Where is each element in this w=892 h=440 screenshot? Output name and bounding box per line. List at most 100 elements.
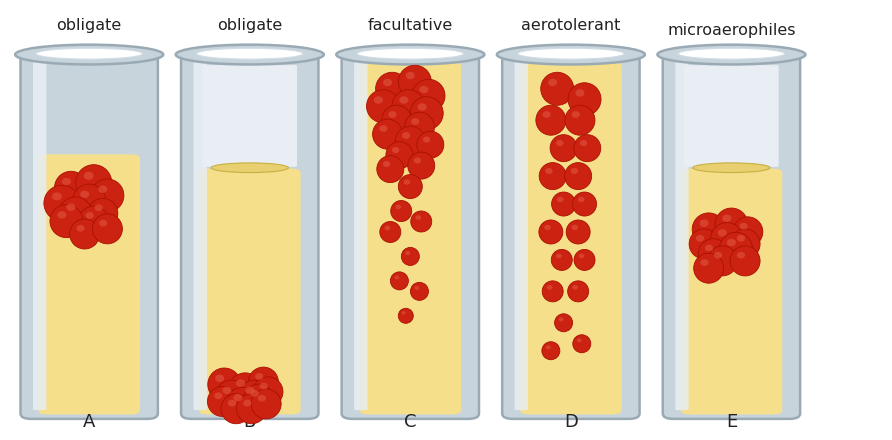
Ellipse shape xyxy=(336,44,484,64)
Ellipse shape xyxy=(710,223,743,256)
Ellipse shape xyxy=(550,135,577,161)
Ellipse shape xyxy=(565,163,591,190)
Text: anaerobes: anaerobes xyxy=(208,44,292,59)
Ellipse shape xyxy=(196,48,303,59)
Ellipse shape xyxy=(260,383,268,389)
Ellipse shape xyxy=(251,390,259,397)
Ellipse shape xyxy=(400,96,409,104)
Text: B: B xyxy=(244,413,256,431)
Ellipse shape xyxy=(394,275,400,279)
Ellipse shape xyxy=(556,253,562,258)
Ellipse shape xyxy=(211,163,288,172)
Ellipse shape xyxy=(544,225,550,230)
Ellipse shape xyxy=(572,111,580,118)
Ellipse shape xyxy=(70,219,100,249)
Ellipse shape xyxy=(87,198,118,228)
Text: facultative: facultative xyxy=(368,18,453,33)
Ellipse shape xyxy=(720,232,753,265)
Ellipse shape xyxy=(696,235,704,242)
FancyBboxPatch shape xyxy=(199,169,301,414)
Ellipse shape xyxy=(374,96,383,104)
Ellipse shape xyxy=(50,205,83,238)
Ellipse shape xyxy=(52,192,62,200)
Ellipse shape xyxy=(579,253,584,258)
Text: anaerobes: anaerobes xyxy=(529,44,613,59)
Ellipse shape xyxy=(714,252,723,259)
Ellipse shape xyxy=(391,201,412,221)
Ellipse shape xyxy=(392,147,400,153)
Text: A: A xyxy=(83,413,95,431)
Ellipse shape xyxy=(737,235,745,242)
Ellipse shape xyxy=(657,44,805,64)
Ellipse shape xyxy=(215,374,224,382)
Ellipse shape xyxy=(15,44,163,64)
Ellipse shape xyxy=(577,338,582,342)
Ellipse shape xyxy=(707,246,738,276)
Ellipse shape xyxy=(376,72,409,105)
Ellipse shape xyxy=(375,51,431,56)
Ellipse shape xyxy=(692,213,725,246)
Ellipse shape xyxy=(244,384,274,414)
Ellipse shape xyxy=(700,259,708,266)
Ellipse shape xyxy=(417,103,426,111)
Ellipse shape xyxy=(77,225,85,231)
Ellipse shape xyxy=(255,373,263,380)
Ellipse shape xyxy=(580,140,587,146)
FancyBboxPatch shape xyxy=(354,61,368,410)
Ellipse shape xyxy=(727,239,736,246)
Ellipse shape xyxy=(395,205,401,209)
Ellipse shape xyxy=(73,184,105,217)
Ellipse shape xyxy=(415,286,419,290)
Ellipse shape xyxy=(419,86,428,93)
Ellipse shape xyxy=(392,90,425,123)
Ellipse shape xyxy=(405,251,410,255)
Ellipse shape xyxy=(693,163,770,172)
Ellipse shape xyxy=(551,192,575,216)
Ellipse shape xyxy=(54,51,110,56)
Ellipse shape xyxy=(99,220,107,227)
Ellipse shape xyxy=(497,44,645,64)
Ellipse shape xyxy=(236,394,267,424)
Ellipse shape xyxy=(535,51,591,56)
FancyBboxPatch shape xyxy=(194,61,207,410)
Text: anaerobes: anaerobes xyxy=(368,44,452,59)
Ellipse shape xyxy=(573,285,578,290)
Ellipse shape xyxy=(705,245,714,251)
FancyBboxPatch shape xyxy=(515,61,528,410)
Ellipse shape xyxy=(62,178,71,185)
Ellipse shape xyxy=(398,308,413,323)
Ellipse shape xyxy=(412,79,445,112)
Ellipse shape xyxy=(382,105,412,135)
Ellipse shape xyxy=(698,238,728,269)
Ellipse shape xyxy=(542,281,563,302)
Ellipse shape xyxy=(238,380,271,413)
Ellipse shape xyxy=(84,172,94,180)
Ellipse shape xyxy=(399,175,422,198)
Ellipse shape xyxy=(414,158,421,164)
FancyBboxPatch shape xyxy=(663,52,800,419)
Ellipse shape xyxy=(578,197,584,202)
Ellipse shape xyxy=(541,72,574,105)
FancyBboxPatch shape xyxy=(675,61,689,410)
Ellipse shape xyxy=(258,395,266,402)
Text: microaerophiles: microaerophiles xyxy=(667,23,796,38)
Ellipse shape xyxy=(383,79,392,86)
Ellipse shape xyxy=(208,386,237,417)
FancyBboxPatch shape xyxy=(181,52,318,419)
Ellipse shape xyxy=(66,203,76,211)
Ellipse shape xyxy=(545,168,553,174)
Ellipse shape xyxy=(699,220,708,227)
Ellipse shape xyxy=(95,204,103,211)
Ellipse shape xyxy=(404,112,434,142)
Ellipse shape xyxy=(401,311,406,315)
Ellipse shape xyxy=(733,217,763,247)
Ellipse shape xyxy=(228,373,261,406)
Ellipse shape xyxy=(367,90,400,123)
Ellipse shape xyxy=(723,215,731,222)
Ellipse shape xyxy=(556,140,564,146)
Ellipse shape xyxy=(567,281,589,302)
Ellipse shape xyxy=(380,221,401,242)
Ellipse shape xyxy=(572,225,578,230)
Ellipse shape xyxy=(214,51,270,56)
Ellipse shape xyxy=(408,152,434,179)
